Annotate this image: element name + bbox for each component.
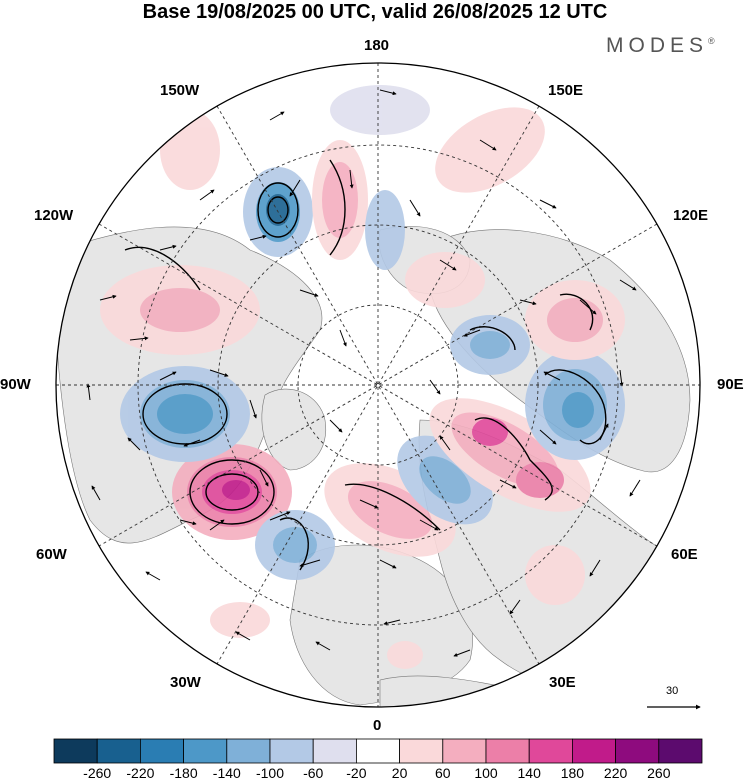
colorbar-tick-label: 100 [474, 765, 498, 781]
lon-label-30e: 30E [549, 674, 576, 691]
map-border [55, 62, 701, 708]
africa-arabia [379, 675, 561, 707]
colorbar-tick-label: -140 [212, 765, 241, 781]
low-anomaly-pacific-n [330, 85, 430, 135]
lon-label-150e: 150E [548, 82, 584, 99]
colorbar-swatch [442, 738, 487, 764]
colorbar-swatch [139, 738, 184, 764]
colorbar-swatch [183, 738, 228, 764]
high-anomaly-pacific-nw [160, 110, 220, 190]
colorbar-swatch [312, 738, 357, 764]
colorbar-swatch [226, 738, 271, 764]
colorbar-swatch [96, 738, 141, 764]
colorbar-tick-label: -60 [303, 765, 324, 781]
lon-label-30w: 30W [170, 674, 201, 691]
contour-layer [124, 159, 607, 571]
colorbar-tick-label: -100 [255, 765, 285, 781]
colorbar-swatch [572, 738, 617, 764]
colorbar-tick-label: -20 [346, 765, 367, 781]
colorbar-tick-label: 220 [603, 765, 628, 781]
colorbar-swatch [658, 738, 703, 764]
lon-label-90e: 90E [717, 376, 744, 393]
colorbar-tick-label: 20 [391, 765, 408, 781]
lon-label-60e: 60E [671, 546, 698, 563]
colorbar-swatch [485, 738, 530, 764]
lon-label-120e: 120E [673, 207, 709, 224]
lon-label-150w: 150W [160, 82, 200, 99]
colorbar-swatch [53, 738, 98, 764]
lon-label-90w: 90W [0, 376, 31, 393]
brand-text: MODES [606, 34, 709, 57]
colorbar-tick-label: -180 [169, 765, 198, 781]
colorbar-tick-label: 180 [560, 765, 585, 781]
anomaly-layer [100, 85, 625, 669]
lon-label-60w: 60W [36, 546, 67, 563]
high-anomaly-pacific-ne [435, 107, 545, 193]
lon-label-0: 0 [373, 717, 382, 734]
colorbar-swatch [615, 738, 660, 764]
colorbar-tick-label: -260 [83, 765, 112, 781]
colorbar-swatch [528, 738, 573, 764]
colorbar-swatch [399, 738, 444, 764]
high-anomaly-chukotka [405, 252, 485, 308]
colorbar-tick-label: 260 [647, 765, 671, 781]
colorbar-tick-label: 140 [517, 765, 541, 781]
reference-vector-label: 30 [666, 685, 679, 697]
low-anomaly-bering [365, 190, 405, 270]
brand-logo: MODES® [606, 34, 715, 58]
colorbar [53, 738, 703, 764]
high-anomaly-central-asia [525, 545, 585, 605]
colorbar-swatch [355, 738, 400, 764]
colorbar-tick-label: 60 [435, 765, 451, 781]
lon-label-120w: 120W [34, 207, 74, 224]
greenland [261, 388, 327, 471]
registered-mark: ® [708, 36, 715, 46]
colorbar-tick-label: -220 [126, 765, 155, 781]
high-anomaly-europe-south [210, 602, 270, 638]
lon-label-180: 180 [364, 37, 390, 54]
graticule [56, 63, 700, 707]
colorbar-swatch [269, 738, 314, 764]
wind-vectors [86, 89, 641, 657]
map-title: Base 19/08/2025 00 UTC, valid 26/08/2025… [142, 1, 608, 23]
high-anomaly-mediterranean [387, 641, 423, 669]
